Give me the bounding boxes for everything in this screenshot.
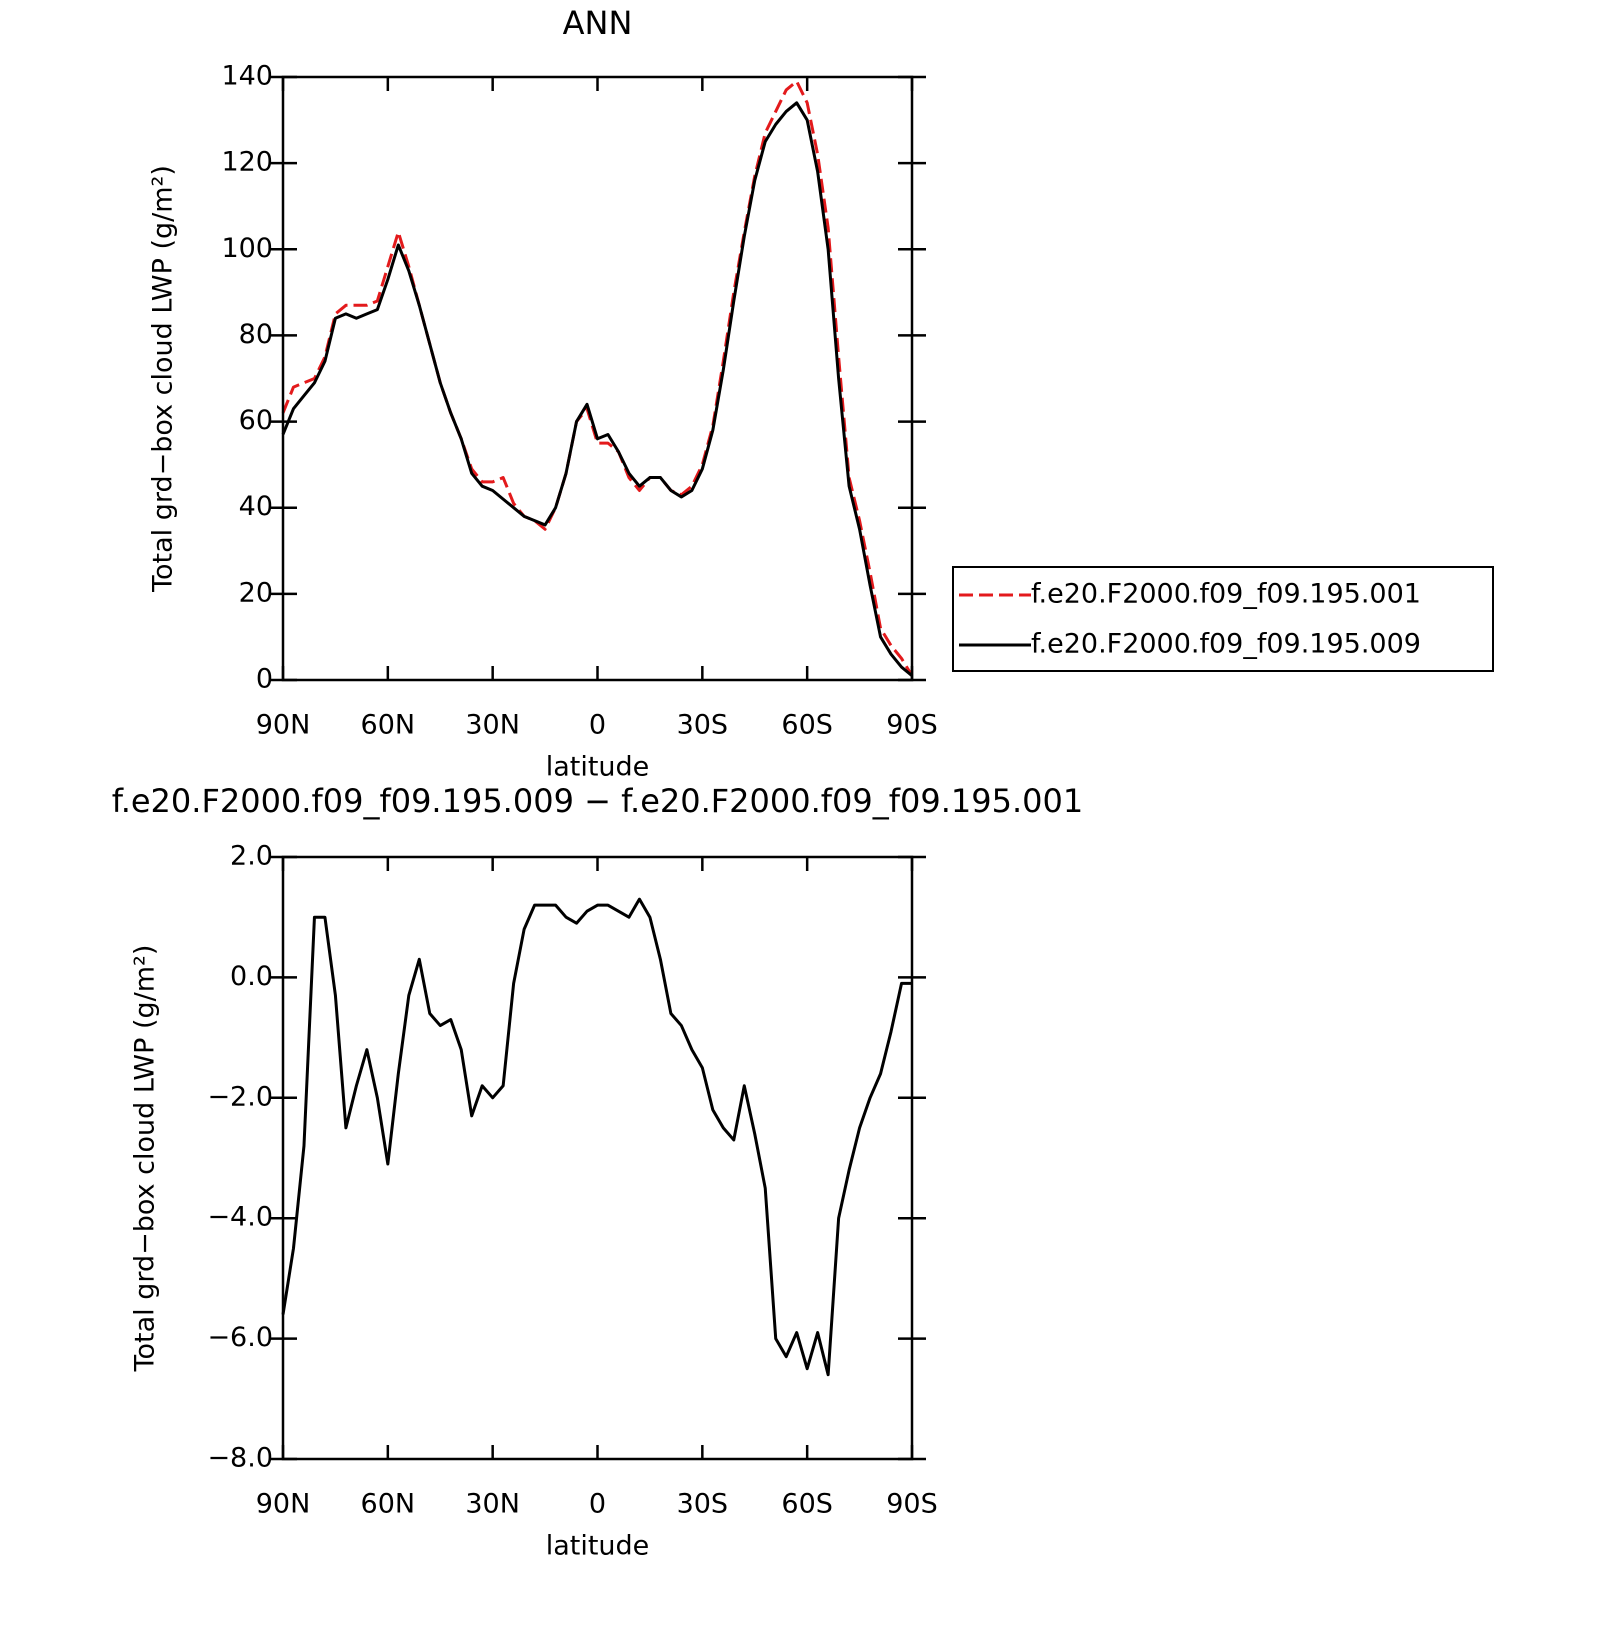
y-tick-label: −2.0 — [207, 1081, 273, 1112]
data-line — [281, 79, 914, 677]
y-tick-label: 0 — [256, 664, 273, 695]
x-tick-label: 0 — [589, 710, 606, 741]
y-tick-label: 120 — [221, 147, 273, 178]
y-tick-label: 60 — [239, 405, 273, 436]
y-tick-label: 2.0 — [230, 841, 273, 872]
plot-frame — [281, 75, 914, 682]
y-axis-label: Total grd−box cloud LWP (g/m²) — [130, 945, 161, 1373]
plot-frame — [281, 855, 914, 1461]
y-tick-label: −4.0 — [207, 1202, 273, 1233]
x-axis-label: latitude — [546, 1531, 650, 1562]
y-axis-label: Total grd−box cloud LWP (g/m²) — [148, 165, 179, 593]
y-tick-label: 0.0 — [230, 961, 273, 992]
x-tick-label: 90N — [256, 710, 311, 741]
legend-label: f.e20.F2000.f09_f09.195.001 — [1031, 579, 1421, 610]
y-tick-label: 40 — [239, 491, 273, 522]
chart-title: ANN — [563, 4, 633, 42]
x-tick-label: 90S — [886, 1489, 938, 1520]
x-tick-label: 30S — [677, 1489, 729, 1520]
y-tick-label: 100 — [221, 233, 273, 264]
x-tick-label: 60N — [361, 1489, 416, 1520]
x-tick-label: 0 — [589, 1489, 606, 1520]
data-line — [281, 101, 913, 677]
x-tick-label: 30N — [465, 710, 520, 741]
y-tick-label: −6.0 — [207, 1322, 273, 1353]
x-tick-label: 30N — [465, 1489, 520, 1520]
x-tick-label: 60N — [361, 710, 416, 741]
legend-box — [952, 566, 1494, 672]
x-tick-label: 90S — [886, 710, 938, 741]
x-tick-label: 60S — [781, 1489, 833, 1520]
x-axis-label: latitude — [546, 752, 650, 783]
y-tick-label: −8.0 — [207, 1443, 273, 1474]
chart-title: f.e20.F2000.f09_f09.195.009 − f.e20.F200… — [112, 782, 1084, 820]
y-tick-label: 80 — [239, 319, 273, 350]
data-line — [281, 897, 912, 1377]
legend-label: f.e20.F2000.f09_f09.195.009 — [1031, 629, 1421, 660]
x-tick-label: 90N — [256, 1489, 311, 1520]
x-tick-label: 30S — [677, 710, 729, 741]
y-tick-label: 140 — [221, 61, 273, 92]
y-tick-label: 20 — [239, 577, 273, 608]
x-tick-label: 60S — [781, 710, 833, 741]
